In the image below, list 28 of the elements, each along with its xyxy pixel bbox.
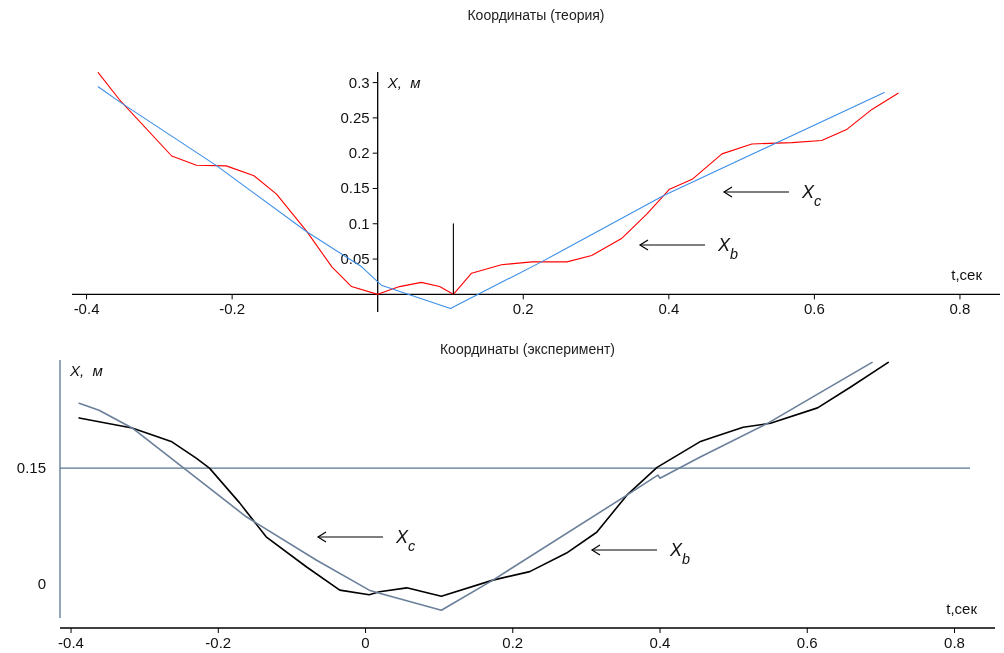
x-tick-label: 0.8 (944, 634, 965, 651)
x-tick-label: 0.4 (649, 634, 671, 651)
annotation: X$_{b}$ (717, 235, 739, 262)
x-tick-label: -0.4 (73, 300, 100, 318)
x-axis-title: t,сек (951, 266, 983, 284)
x-tick-label: -0.2 (219, 300, 246, 318)
x-tick-label: -0.4 (58, 634, 84, 651)
y-tick-label: 0.2 (348, 144, 370, 162)
y-axis-title: X, м (69, 362, 103, 379)
annotation: X$_{c}$ (395, 527, 417, 554)
y-tick-label: 0.3 (348, 73, 370, 91)
x-tick-label: 0.4 (658, 300, 680, 318)
x-tick-label: 0.6 (796, 634, 818, 651)
y-tick-label: 0.1 (348, 214, 370, 232)
annotation: X$_{b}$ (669, 540, 691, 567)
x-tick-label: -0.2 (205, 634, 232, 651)
x-tick-label: 0.6 (803, 300, 825, 318)
x-tick-label: 0.8 (949, 300, 971, 318)
y-tick-label: 0.15 (340, 179, 370, 197)
y-tick-label: 0.25 (340, 108, 370, 126)
chart-title: Координаты (теория) (467, 7, 605, 23)
annotation: X$_{c}$ (801, 182, 823, 209)
chart-title: Координаты (эксперимент) (439, 341, 616, 357)
x-tick-label: 0.2 (512, 300, 534, 318)
y-axis-title: X, м (386, 74, 421, 91)
x-axis-title: t,сек (946, 600, 978, 617)
y-tick-label: 0.15 (16, 459, 46, 477)
x-tick-label: 0.2 (502, 634, 524, 651)
